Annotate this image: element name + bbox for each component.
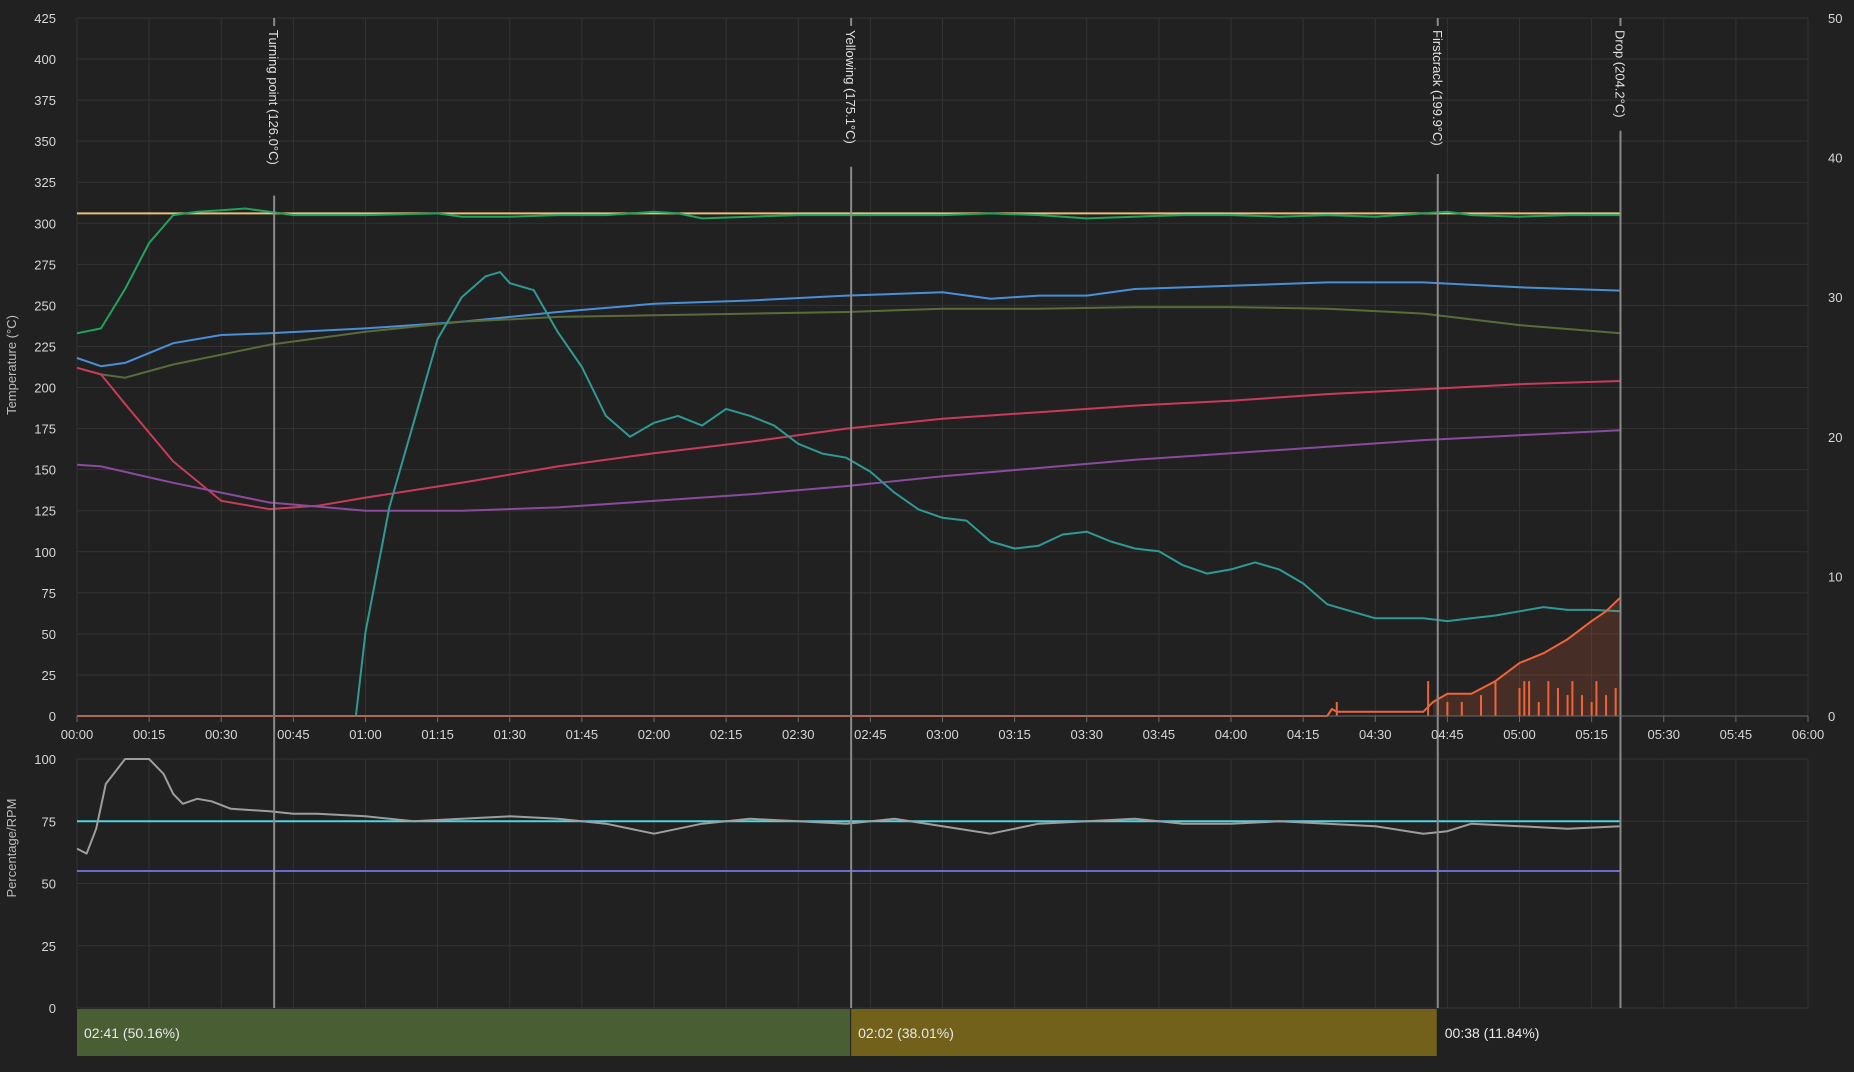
top-y2-tick: 50 bbox=[1828, 11, 1842, 26]
phase-label: 00:38 (11.84%) bbox=[1445, 1025, 1540, 1041]
temperature-series-line-3 bbox=[76, 306, 1621, 379]
x-tick: 01:15 bbox=[421, 727, 454, 742]
top-y-tick: 300 bbox=[34, 216, 56, 231]
top-y-tick: 75 bbox=[42, 586, 56, 601]
phase-label: 02:41 (50.16%) bbox=[84, 1025, 180, 1041]
bottom-y-tick: 100 bbox=[34, 752, 56, 767]
x-tick: 03:15 bbox=[998, 727, 1031, 742]
x-tick: 06:00 bbox=[1792, 727, 1825, 742]
x-tick: 02:30 bbox=[782, 727, 815, 742]
x-tick: 04:45 bbox=[1431, 727, 1464, 742]
phase-block bbox=[77, 1009, 851, 1056]
bottom-y-tick: 25 bbox=[42, 939, 56, 954]
top-y-tick: 100 bbox=[34, 545, 56, 560]
top-y2-tick: 10 bbox=[1828, 569, 1842, 584]
top-y2-tick: 20 bbox=[1828, 430, 1842, 445]
x-tick: 02:45 bbox=[854, 727, 887, 742]
event-label: Yellowing (175.1°C) bbox=[843, 30, 858, 144]
top-y-tick: 250 bbox=[34, 298, 56, 313]
percentage-axis-title: Percentage/RPM bbox=[4, 799, 19, 898]
top-y-tick: 350 bbox=[34, 134, 56, 149]
bottom-y-tick: 0 bbox=[49, 1001, 56, 1016]
event-label: Turning point (126.0°C) bbox=[266, 30, 281, 165]
top-y-tick: 150 bbox=[34, 463, 56, 478]
x-tick: 01:00 bbox=[349, 727, 382, 742]
x-tick: 02:15 bbox=[710, 727, 743, 742]
bottom-series bbox=[76, 758, 1621, 872]
x-tick: 03:45 bbox=[1143, 727, 1176, 742]
x-tick: 05:45 bbox=[1720, 727, 1753, 742]
temperature-series-line-7 bbox=[77, 596, 1622, 717]
percentage-series-line-2 bbox=[76, 758, 1621, 855]
bottom-y-tick: 50 bbox=[42, 877, 56, 892]
event-label: Drop (204.2°C) bbox=[1612, 30, 1627, 118]
x-tick: 03:30 bbox=[1070, 727, 1103, 742]
temperature-series-line-6 bbox=[354, 271, 1621, 717]
x-tick: 03:00 bbox=[926, 727, 959, 742]
x-tick: 02:00 bbox=[638, 727, 671, 742]
top-y2-tick: 0 bbox=[1828, 709, 1835, 724]
temperature-series-line-2 bbox=[76, 281, 1621, 368]
bottom-grid bbox=[76, 758, 1809, 1009]
temperature-series-line-5 bbox=[76, 429, 1621, 512]
top-y-tick: 175 bbox=[34, 422, 56, 437]
phase-block bbox=[851, 1009, 1437, 1056]
x-tick: 00:45 bbox=[277, 727, 310, 742]
top-y-tick: 275 bbox=[34, 257, 56, 272]
x-tick: 05:00 bbox=[1503, 727, 1536, 742]
phase-label: 02:02 (38.01%) bbox=[858, 1025, 954, 1041]
top-y-tick: 425 bbox=[34, 11, 56, 26]
x-tick: 04:30 bbox=[1359, 727, 1392, 742]
top-y-tick: 25 bbox=[42, 668, 56, 683]
x-tick: 05:15 bbox=[1575, 727, 1608, 742]
x-tick: 01:45 bbox=[566, 727, 599, 742]
x-tick: 01:30 bbox=[493, 727, 526, 742]
top-y-tick: 0 bbox=[49, 709, 56, 724]
x-tick: 00:00 bbox=[61, 727, 94, 742]
top-y2-tick: 30 bbox=[1828, 290, 1842, 305]
event-markers: Turning point (126.0°C) Yellowing (175.1°… bbox=[266, 18, 1627, 1008]
axis-labels: 0255075100125150175200225250275300325350… bbox=[34, 11, 1842, 1016]
top-y-tick: 375 bbox=[34, 93, 56, 108]
x-tick: 00:30 bbox=[205, 727, 238, 742]
bottom-y-tick: 75 bbox=[42, 814, 56, 829]
x-tick: 04:15 bbox=[1287, 727, 1320, 742]
top-y2-tick: 40 bbox=[1828, 151, 1842, 166]
temperature-series-line-4 bbox=[76, 366, 1621, 511]
event-label: Firstcrack (199.9°C) bbox=[1430, 30, 1445, 146]
top-y-tick: 125 bbox=[34, 504, 56, 519]
top-series bbox=[76, 207, 1622, 717]
top-y-tick: 325 bbox=[34, 175, 56, 190]
temperature-series-line-1 bbox=[76, 207, 1621, 335]
x-tick: 05:30 bbox=[1647, 727, 1680, 742]
x-tick: 04:00 bbox=[1215, 727, 1248, 742]
phase-bar: 02:41 (50.16%) 02:02 (38.01%) 00:38 (11.84… bbox=[77, 1009, 1539, 1056]
x-tick: 00:15 bbox=[133, 727, 166, 742]
top-grid bbox=[76, 17, 1809, 717]
top-y-tick: 400 bbox=[34, 52, 56, 67]
top-y-tick: 200 bbox=[34, 381, 56, 396]
top-y-tick: 225 bbox=[34, 339, 56, 354]
ror-fill-area bbox=[1432, 597, 1621, 716]
top-y-tick: 50 bbox=[42, 627, 56, 642]
temperature-axis-title: Temperature (°C) bbox=[4, 315, 19, 415]
